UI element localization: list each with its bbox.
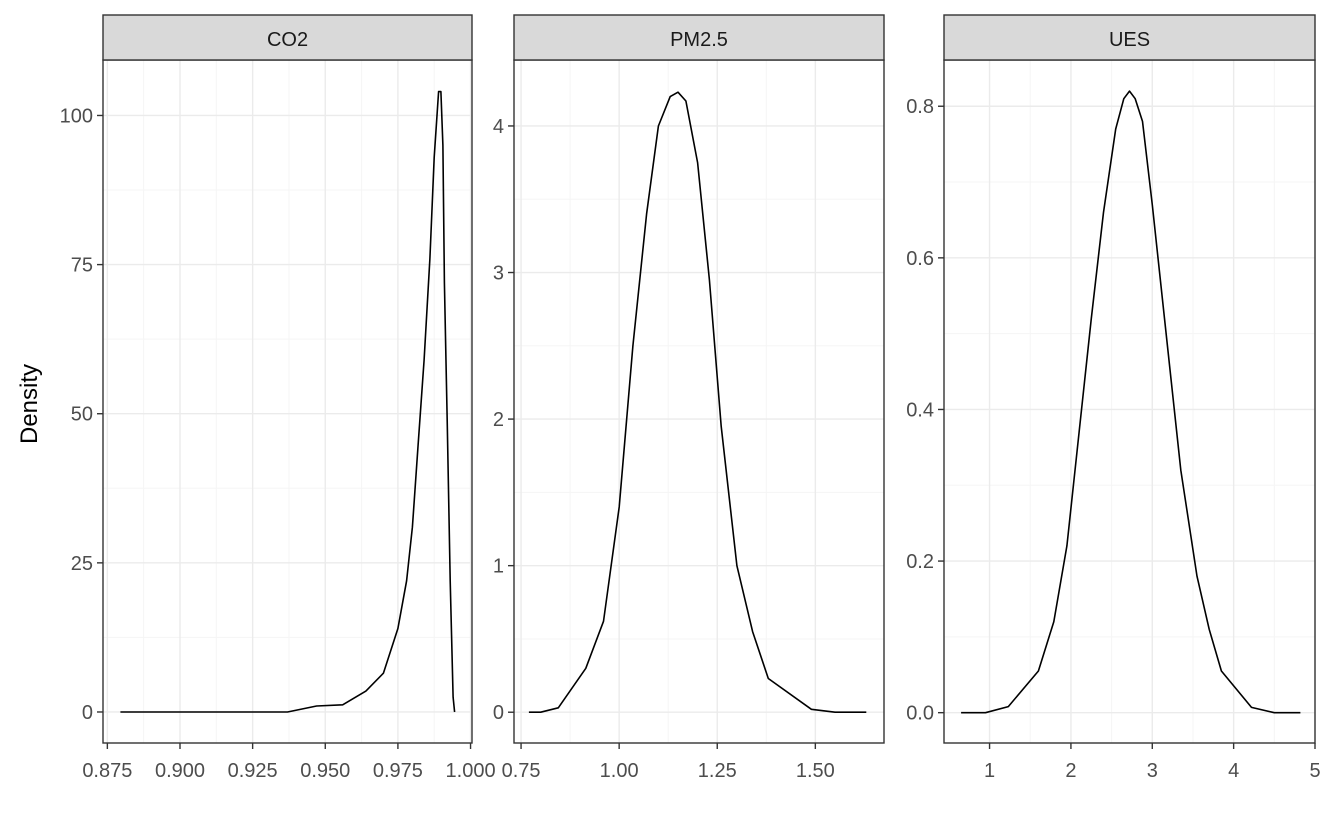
x-tick-label: 0.950 (300, 760, 350, 782)
x-tick-label: 0.975 (373, 760, 423, 782)
facet-strip-label: CO2 (267, 29, 308, 51)
x-tick-label: 1.000 (446, 760, 496, 782)
facet-panel: UES 1 2 3 4 5 0.0 0.2 0.4 0.6 0.8 (906, 14, 1321, 782)
panel-background (103, 60, 472, 743)
facet-panel: PM2.5 0.75 1.00 1.25 1.50 0 1 2 3 4 (493, 14, 885, 782)
y-tick-label: 4 (493, 116, 504, 138)
y-tick-label: 0.2 (906, 551, 934, 573)
y-tick-label: 0 (493, 702, 504, 724)
y-tick-label: 2 (493, 409, 504, 431)
x-tick-label: 5 (1309, 760, 1320, 782)
y-tick-label: 0.6 (906, 248, 934, 270)
facet-strip-label: UES (1109, 29, 1150, 51)
facet-panel: CO2 0.875 0.900 0.925 0.950 0.975 1.000 0 25 50 75… (60, 14, 496, 782)
x-tick-label: 0.875 (82, 760, 132, 782)
facet-strip (513, 14, 885, 61)
density-line (120, 90, 456, 713)
x-tick-label: 0.75 (502, 760, 541, 782)
y-tick-label: 100 (60, 105, 93, 127)
x-tick-label: 2 (1065, 760, 1076, 782)
x-tick-label: 1.50 (796, 760, 835, 782)
y-tick-label: 0.4 (906, 399, 934, 421)
y-tick-label: 1 (493, 556, 504, 578)
y-tick-label: 3 (493, 263, 504, 285)
panel-background (944, 60, 1315, 743)
y-tick-label: 75 (71, 255, 93, 277)
x-tick-label: 1.25 (698, 760, 737, 782)
y-tick-label: 0.8 (906, 96, 934, 118)
facet-strip-label: PM2.5 (670, 29, 728, 51)
y-tick-label: 0 (82, 702, 93, 724)
y-tick-label: 50 (71, 404, 93, 426)
facet-strip (943, 14, 1316, 61)
x-tick-label: 1 (984, 760, 995, 782)
y-tick-label: 25 (71, 553, 93, 575)
x-tick-label: 4 (1228, 760, 1239, 782)
density-line (528, 91, 867, 714)
x-tick-label: 0.925 (228, 760, 278, 782)
x-tick-label: 3 (1147, 760, 1158, 782)
density-line (961, 90, 1301, 714)
y-axis-label: Density (16, 364, 43, 444)
panel-background (514, 60, 884, 743)
facet-strip (102, 14, 473, 61)
x-tick-label: 0.900 (155, 760, 205, 782)
x-tick-label: 1.00 (600, 760, 639, 782)
y-tick-label: 0.0 (906, 703, 934, 725)
